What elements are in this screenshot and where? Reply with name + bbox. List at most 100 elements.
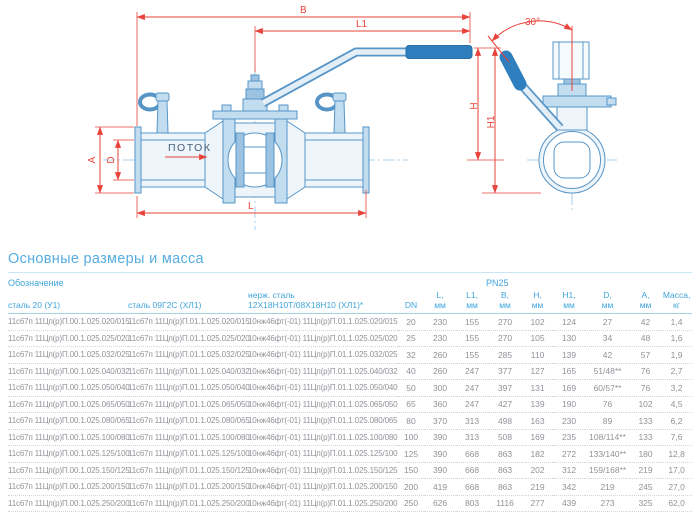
value-cell: 300 [424,379,457,397]
dim-column-header: DN [398,290,425,314]
value-cell: 42 [630,313,662,331]
value-cell: 182 [522,445,554,463]
dimensions-table: Обозначение PN25 сталь 20 (У1) сталь 09Г2… [8,273,693,512]
dim-column-header: Масса, кг [661,290,693,314]
value-cell: 312 [553,462,586,479]
pipe-left [140,132,206,188]
eye-pin-head-right [332,92,347,102]
value-cell: 250 [398,495,425,512]
end-view: 30° [487,17,617,213]
value-cell: 108/114** [585,429,631,446]
plate-bolt-left [221,104,232,112]
table-row: 11с67п 11Цп(р)П.00.1.025.250/200 11с67п 1… [8,495,693,512]
table-row: 11с67п 11Цп(р)П.00.1.025.032/025 11с67п 1… [8,346,693,364]
designation-cell: 11с67п 11Цп(р)П.00.1.025.020/015 [8,313,130,331]
value-cell: 124 [553,313,586,331]
value-cell: 7,6 [661,429,693,446]
cone-right [286,120,306,200]
value-cell: 219 [522,478,554,496]
value-cell: 131 [522,379,554,397]
dimension-d-label: D [106,156,117,163]
tilted-handle-shaft-inner [515,79,563,130]
end-view-plate [542,95,612,108]
designation-cell: 11с67п 11Цп(р)П.00.1.025.125/100 [8,445,130,463]
end-view-plate-bolt [606,97,617,106]
value-cell: 4,5 [661,396,693,413]
value-cell: 272 [553,445,586,463]
value-cell: 202 [522,462,554,479]
value-cell: 219 [630,462,662,479]
value-cell: 100 [398,429,425,446]
value-cell: 219 [585,478,631,496]
value-cell: 62,0 [661,495,693,512]
designation-cell: 10нж46фт(-01) 11Цп(р)П.01.1.025.020/015 [248,313,399,331]
value-cell: 190 [553,396,586,413]
value-cell: 273 [585,495,631,512]
value-cell: 390 [424,429,457,446]
designation-cell: 10нж46фт(-01) 11Цп(р)П.01.1.025.200/150 [248,478,399,496]
steel-column-header: сталь 09Г2С (ХЛ1) [128,290,248,314]
value-cell: 270 [488,313,523,331]
value-cell: 285 [488,346,523,364]
designation-cell: 10нж46фт(-01) 11Цп(р)П.01.1.025.050/040 [248,379,399,397]
designation-cell: 10нж46фт(-01) 11Цп(р)П.01.1.025.065/050 [248,396,399,413]
steel-column-header: нерж. сталь 12Х18Н10Т/08Х18Н10 (ХЛ1)* [248,290,399,314]
table-row: 11с67п 11Цп(р)П.00.1.025.050/040 11с67п 1… [8,379,693,397]
designation-cell: 10нж46фт(-01) 11Цп(р)П.01.1.025.080/065 [248,412,399,430]
value-cell: 498 [488,412,523,430]
angle-label: 30° [525,17,540,28]
value-cell: 180 [630,445,662,463]
designation-cell: 11с67п 11Цп(р)П.00.1.025.025/020 [8,330,130,347]
eye-pin-head-left [155,92,170,102]
designation-cell: 10нж46фт(-01) 11Цп(р)П.01.1.025.025/020 [248,330,399,347]
value-cell: 27,0 [661,478,693,496]
value-cell: 370 [424,412,457,430]
table-row: 11с67п 11Цп(р)П.00.1.025.125/100 11с67п 1… [8,445,693,463]
dim-column-header: H1, мм [553,290,586,314]
designation-cell: 11с67п 11Цп(р)П.00.1.025.250/200 [8,495,130,512]
pipe-right [304,132,364,188]
value-cell: 155 [456,330,489,347]
value-cell: 130 [553,330,586,347]
designation-cell: 11с67п 11Цп(р)П.01.1.025.040/032 [128,363,250,380]
value-cell: 155 [456,313,489,331]
title-divider [8,272,692,273]
designation-cell: 11с67п 11Цп(р)П.00.1.025.032/025 [8,346,130,364]
value-cell: 230 [424,313,457,331]
value-cell: 230 [424,330,457,347]
cone-left [204,120,224,200]
value-cell: 200 [398,478,425,496]
dimension-a-label: A [87,156,98,163]
designation-cell: 11с67п 11Цп(р)П.01.1.025.065/050 [128,396,250,413]
designation-cell: 10нж46фт(-01) 11Цп(р)П.01.1.025.125/100 [248,445,399,463]
value-cell: 247 [456,396,489,413]
value-cell: 20 [398,313,425,331]
value-cell: 65 [398,396,425,413]
designation-cell: 10нж46фт(-01) 11Цп(р)П.01.1.025.032/025 [248,346,399,364]
designation-cell: 10нж46фт(-01) 11Цп(р)П.01.1.025.150/125 [248,462,399,479]
value-cell: 17,0 [661,462,693,479]
value-cell: 80 [398,412,425,430]
value-cell: 76 [585,396,631,413]
designation-cell: 11с67п 11Цп(р)П.01.1.025.020/015 [128,313,250,331]
table-row: 11с67п 11Цп(р)П.00.1.025.080/065 11с67п 1… [8,412,693,430]
value-cell: 270 [488,330,523,347]
dimension-l-label: L [248,201,254,212]
designation-cell: 11с67п 11Цп(р)П.01.1.025.200/150 [128,478,250,496]
value-cell: 230 [553,412,586,430]
bracket-inner-lines [558,42,584,79]
value-cell: 133 [630,429,662,446]
value-cell: 1,9 [661,346,693,364]
value-cell: 169 [522,429,554,446]
handle-shaft-inner [261,49,410,106]
table-row: 11с67п 11Цп(р)П.00.1.025.025/020 11с67п 1… [8,330,693,347]
table-row: 11с67п 11Цп(р)П.00.1.025.040/032 11с67п 1… [8,363,693,380]
value-cell: 397 [488,379,523,397]
value-cell: 27 [585,313,631,331]
value-cell: 1116 [488,495,523,512]
value-cell: 313 [456,429,489,446]
designation-cell: 11с67п 11Цп(р)П.00.1.025.050/040 [8,379,130,397]
value-cell: 325 [630,495,662,512]
value-cell: 60/57** [585,379,631,397]
value-cell: 260 [424,346,457,364]
